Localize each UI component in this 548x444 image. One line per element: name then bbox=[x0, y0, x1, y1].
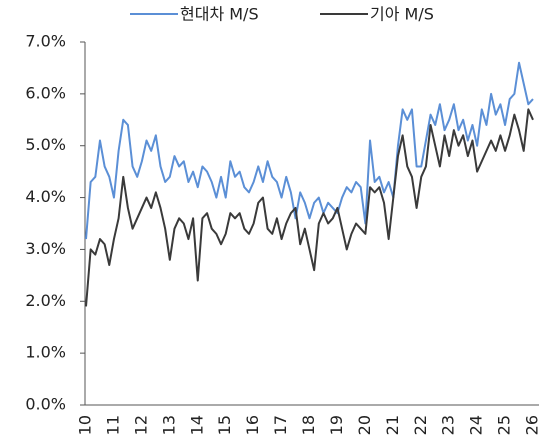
y-tick-label: 4.0% bbox=[25, 187, 66, 206]
x-tick-label: 16 bbox=[243, 415, 262, 435]
y-tick-label: 3.0% bbox=[25, 239, 66, 258]
legend-label: 기아 M/S bbox=[370, 5, 434, 24]
x-tick-label: 19 bbox=[327, 415, 346, 435]
x-tick-label: 15 bbox=[215, 415, 234, 435]
y-tick-label: 1.0% bbox=[25, 343, 66, 362]
y-tick-label: 2.0% bbox=[25, 291, 66, 310]
x-tick-label: 17 bbox=[271, 415, 290, 435]
x-tick-label: 11 bbox=[103, 415, 122, 435]
x-tick-label: 24 bbox=[467, 415, 486, 435]
x-tick-label: 10 bbox=[76, 415, 95, 435]
x-tick-label: 26 bbox=[523, 415, 542, 435]
y-tick-label: 6.0% bbox=[25, 83, 66, 102]
legend-label: 현대차 M/S bbox=[180, 5, 259, 24]
x-tick-label: 18 bbox=[299, 415, 318, 435]
y-tick-label: 0.0% bbox=[25, 395, 66, 414]
x-tick-label: 23 bbox=[439, 415, 458, 435]
series-line bbox=[85, 108, 534, 307]
series-line bbox=[85, 61, 534, 240]
x-tick-label: 12 bbox=[131, 415, 150, 435]
x-tick-label: 21 bbox=[383, 415, 402, 435]
y-tick-label: 5.0% bbox=[25, 135, 66, 154]
y-tick-label: 7.0% bbox=[25, 32, 66, 51]
x-tick-label: 14 bbox=[187, 415, 206, 435]
x-tick-label: 22 bbox=[411, 415, 430, 435]
x-tick-label: 25 bbox=[495, 415, 514, 435]
x-tick-label: 13 bbox=[159, 415, 178, 435]
x-tick-label: 20 bbox=[355, 415, 374, 435]
